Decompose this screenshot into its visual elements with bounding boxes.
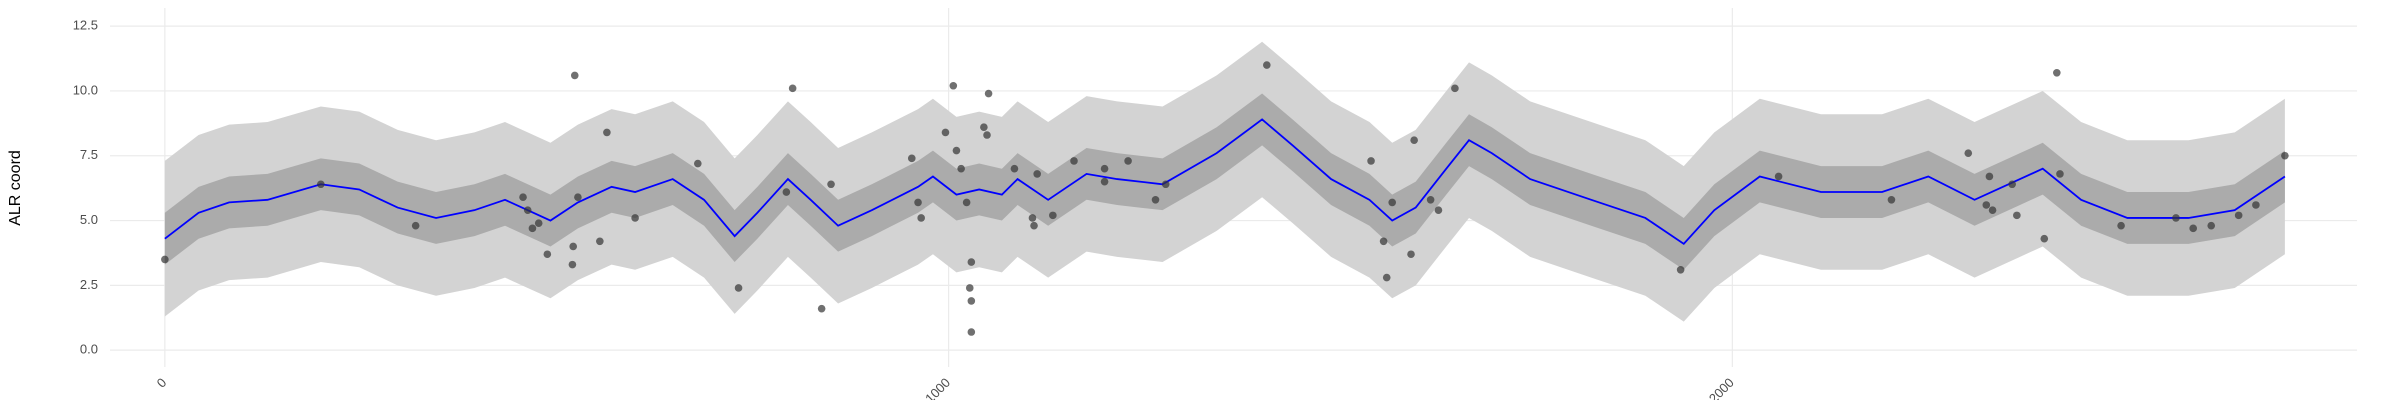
data-point <box>1407 250 1415 259</box>
data-point <box>161 255 169 264</box>
data-point <box>1410 136 1418 144</box>
data-point <box>2281 151 2289 160</box>
data-point <box>941 128 950 137</box>
data-point <box>1379 237 1388 246</box>
data-point <box>2040 234 2049 243</box>
data-point <box>962 198 971 207</box>
data-point <box>917 214 925 222</box>
data-point <box>907 154 916 163</box>
data-point <box>1988 206 1997 214</box>
data-point <box>957 164 965 173</box>
data-point <box>1388 198 1397 207</box>
data-point <box>967 297 976 305</box>
data-point <box>1382 273 1391 282</box>
data-point <box>2056 170 2064 178</box>
data-point <box>1985 172 1994 181</box>
data-point <box>949 81 958 90</box>
data-point <box>1676 265 1685 274</box>
data-point <box>967 328 976 336</box>
confidence-band <box>164 41 2285 322</box>
data-point <box>631 214 639 222</box>
data-point <box>782 188 791 196</box>
data-point <box>2013 211 2021 220</box>
data-point <box>1100 164 1109 173</box>
data-point <box>570 71 579 80</box>
data-point <box>1426 196 1435 204</box>
data-point <box>827 180 835 189</box>
data-point <box>1124 157 1132 165</box>
data-point <box>1774 172 1783 181</box>
data-point <box>1161 180 1170 189</box>
data-point <box>2252 201 2260 209</box>
data-point <box>411 221 420 230</box>
data-point <box>523 206 532 214</box>
x-tick-label: 1000 <box>922 375 953 400</box>
data-point <box>1367 157 1375 165</box>
data-point <box>788 84 797 93</box>
data-point <box>569 242 577 251</box>
data-point <box>1010 164 1019 173</box>
data-point <box>1033 170 1041 178</box>
data-point <box>2117 221 2125 230</box>
data-point <box>534 219 543 227</box>
data-point <box>1070 157 1078 165</box>
data-point <box>914 198 922 207</box>
data-point <box>603 128 611 137</box>
data-point <box>2008 180 2016 189</box>
data-point <box>1028 214 1037 222</box>
data-point <box>952 146 961 155</box>
data-point <box>568 260 577 269</box>
data-point <box>1100 177 1109 186</box>
y-tick-label: 5.0 <box>80 212 98 227</box>
data-point <box>1049 211 1057 220</box>
data-point <box>1030 221 1038 230</box>
x-tick-label: 2000 <box>1706 375 1737 400</box>
data-point <box>1451 84 1459 93</box>
data-point <box>980 123 988 132</box>
data-point <box>543 250 552 259</box>
y-tick-label: 2.5 <box>80 277 98 292</box>
y-axis-title: ALR coord <box>7 150 24 226</box>
y-tick-label: 10.0 <box>73 82 98 97</box>
data-point <box>817 304 826 313</box>
data-point <box>2172 214 2180 222</box>
data-point <box>2053 69 2061 77</box>
x-tick-label: 0 <box>154 375 170 391</box>
data-point <box>519 193 527 202</box>
data-point <box>2207 221 2216 230</box>
data-point <box>965 284 974 292</box>
y-tick-label: 12.5 <box>73 18 98 33</box>
data-point <box>1982 201 1991 209</box>
data-point <box>1434 206 1443 214</box>
data-point <box>694 159 702 168</box>
data-point <box>983 131 991 139</box>
mean-line <box>164 118 2286 246</box>
data-point <box>596 237 604 246</box>
y-tick-label: 7.5 <box>80 147 98 162</box>
data-point <box>967 258 976 266</box>
data-point <box>574 193 582 202</box>
data-point <box>1263 61 1271 69</box>
data-point <box>1151 196 1160 204</box>
data-point <box>317 180 325 189</box>
data-point <box>528 224 537 233</box>
y-tick-label: 0.0 <box>80 342 98 357</box>
confidence-band <box>164 93 2285 270</box>
data-point <box>2189 224 2197 233</box>
data-point <box>1887 196 1896 204</box>
data-point <box>1964 149 1973 157</box>
data-point <box>984 89 993 98</box>
data-point <box>734 284 743 292</box>
data-point <box>2234 211 2243 220</box>
